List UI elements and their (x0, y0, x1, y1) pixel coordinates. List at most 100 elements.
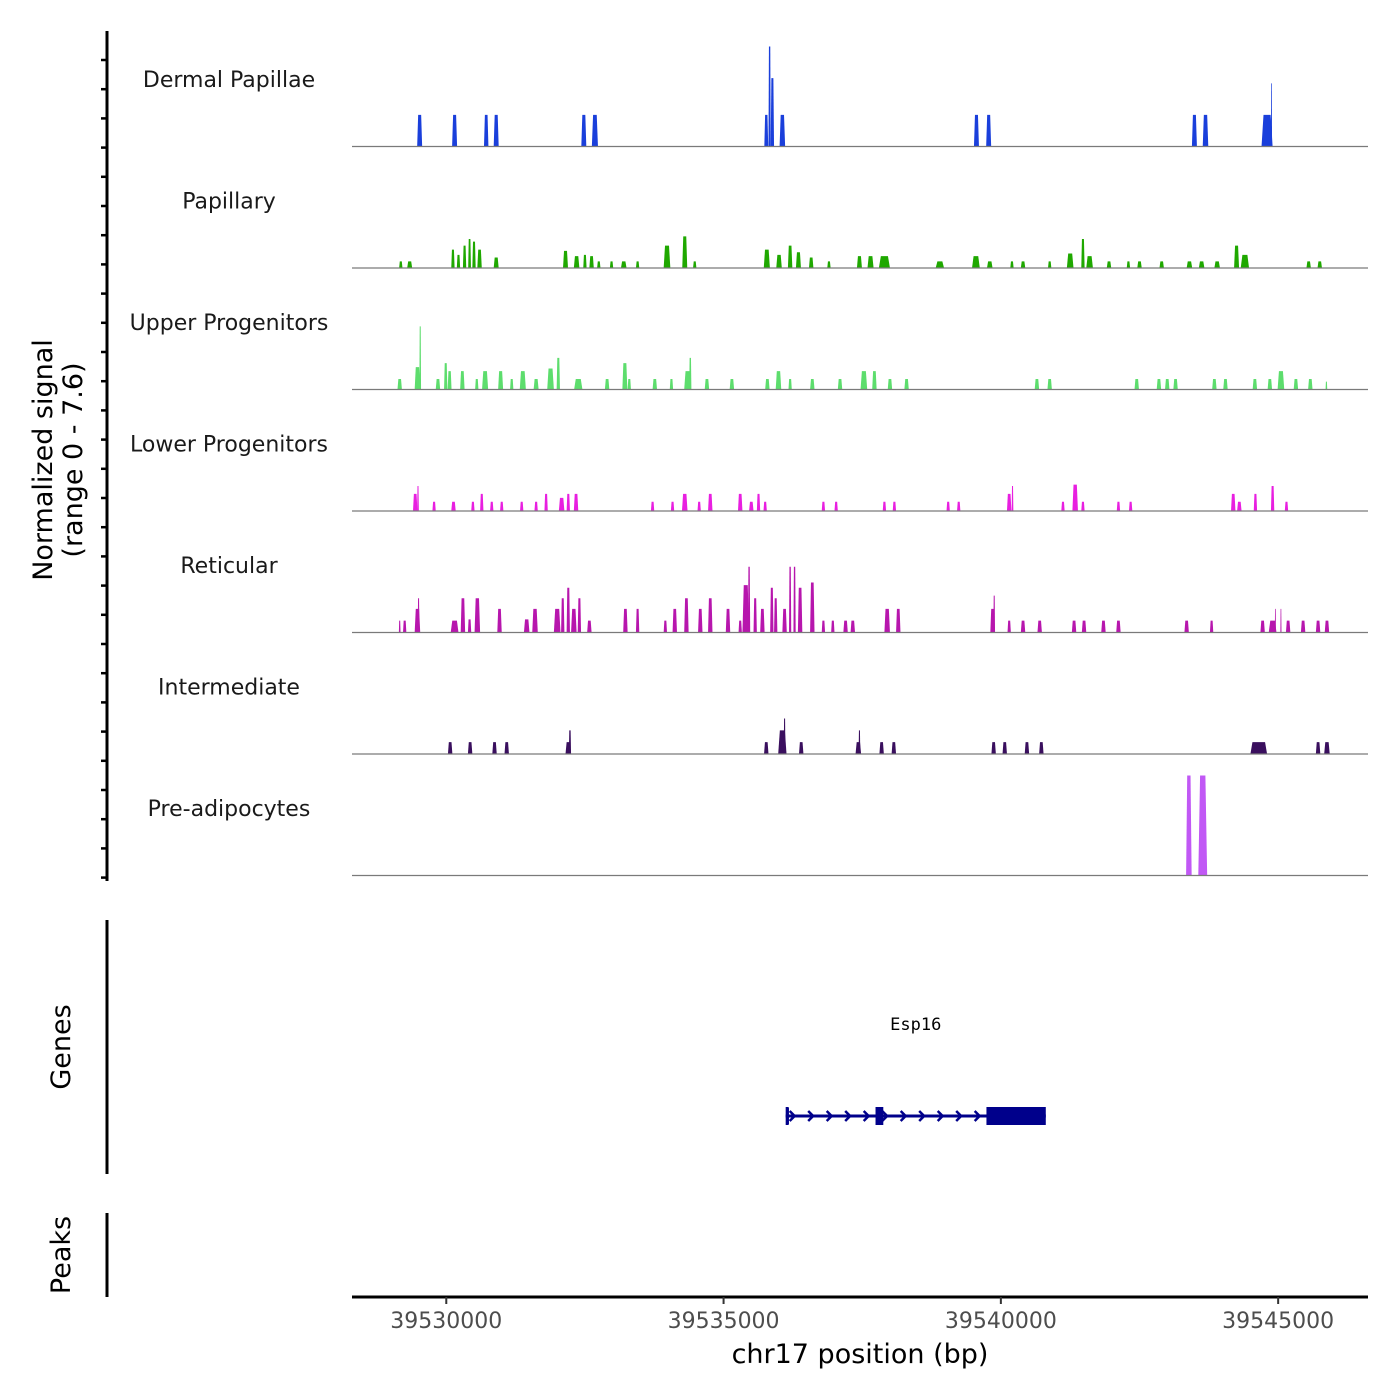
signal-peak (993, 595, 996, 633)
signal-peak (738, 620, 742, 633)
track-label: Dermal Papillae (143, 68, 315, 93)
signal-peak (821, 501, 826, 511)
signal-peak (510, 378, 514, 390)
signal-peak (1214, 261, 1220, 268)
signal-peak (843, 620, 848, 633)
signal-peak (1198, 775, 1208, 876)
strand-arrow (881, 1110, 889, 1122)
signal-peak (1086, 256, 1093, 268)
signal-peak (493, 114, 499, 147)
signal-peak (1034, 378, 1040, 390)
signal-peak (1007, 620, 1011, 633)
signal-peak (532, 608, 538, 633)
signal-peak (867, 256, 874, 268)
genes-track: Esp16 (785, 1015, 1046, 1125)
signal-peak (1011, 486, 1014, 511)
track-label: Intermediate (158, 675, 300, 700)
signal-peak (1202, 114, 1209, 147)
signal-peak (1284, 501, 1289, 511)
signal-peak (591, 114, 598, 147)
signal-peak (435, 378, 441, 390)
signal-peak (737, 493, 743, 511)
signal-peak (467, 619, 472, 633)
signal-peak (879, 742, 884, 754)
signal-peak (1039, 742, 1044, 754)
signal-peak (904, 378, 909, 390)
signal-peak (1128, 501, 1133, 511)
signal-peak (672, 608, 677, 633)
strand-arrow (918, 1110, 926, 1122)
signal-peak (1072, 484, 1078, 511)
signal-peak (693, 261, 697, 268)
signal-peak (1231, 493, 1236, 511)
signal-peak (1325, 381, 1328, 390)
signal-peak (935, 261, 945, 268)
gene-esp16: Esp16 (785, 1015, 1046, 1125)
signal-peak (858, 730, 861, 754)
signal-peak (1198, 261, 1205, 268)
signal-peak (887, 378, 893, 390)
signal-peak (447, 371, 452, 390)
signal-peak (574, 378, 583, 390)
signal-peak (1252, 378, 1258, 390)
signal-peak (471, 501, 475, 511)
signal-peak (1240, 254, 1250, 268)
signal-peak (604, 378, 610, 390)
signal-peak (467, 742, 473, 754)
signal-peak (490, 501, 494, 511)
signal-peak (850, 620, 856, 633)
signal-peak (447, 742, 453, 754)
track-dermal-papillae: Dermal Papillae (143, 46, 1368, 148)
x-axis-ticks: 39530000 39535000 39540000 39545000 (390, 1297, 1334, 1334)
signal-peak (1324, 742, 1330, 754)
y-axis-title: Normalized signal (range 0 - 7.6) (28, 339, 89, 581)
signal-peak (1184, 620, 1189, 633)
x-tick-label: 39535000 (668, 1309, 780, 1334)
signal-peak (1234, 245, 1240, 268)
signal-peak (417, 114, 423, 147)
signal-peak (788, 378, 792, 390)
signal-peak (821, 620, 826, 633)
x-tick-label: 39530000 (390, 1309, 502, 1334)
signal-peak (597, 261, 601, 268)
signal-peak (1156, 378, 1162, 390)
signal-peak (1137, 261, 1142, 268)
signal-peak (1285, 620, 1291, 633)
signal-peak (708, 598, 713, 633)
y-axis-title-line-2: (range 0 - 7.6) (58, 362, 89, 557)
signal-peak (1126, 261, 1131, 268)
signal-peak (398, 620, 401, 633)
signal-peak (504, 742, 509, 754)
signal-peak (1071, 620, 1077, 633)
strand-arrow (807, 1110, 815, 1122)
signal-peak (1223, 378, 1228, 390)
signal-peak (1159, 261, 1164, 268)
signal-peak (684, 371, 691, 390)
signal-peak (704, 378, 710, 390)
signal-peak (763, 249, 770, 268)
signal-peak (477, 249, 482, 268)
signal-peak (1186, 775, 1192, 876)
signal-peak (669, 378, 674, 390)
signal-peak (1315, 620, 1321, 633)
signal-peak (663, 245, 671, 268)
track-label: Papillary (182, 189, 276, 214)
track-label: Reticular (180, 554, 278, 579)
signal-peak (547, 368, 554, 390)
signal-peak (856, 256, 862, 268)
signal-peak (776, 254, 782, 268)
signal-peak (789, 566, 792, 633)
signal-peak (1270, 83, 1273, 147)
signal-peak (587, 620, 592, 633)
signal-peak (635, 608, 640, 633)
gene-exon (785, 1107, 789, 1125)
signal-peak (765, 378, 770, 390)
signal-peak (763, 501, 767, 511)
signal-peak (561, 598, 565, 633)
signal-peak (468, 239, 471, 268)
signal-peak (729, 378, 735, 390)
signal-peak (566, 587, 570, 633)
signal-peak (1186, 261, 1193, 268)
signal-peak (556, 357, 560, 390)
signal-peak (891, 742, 897, 754)
